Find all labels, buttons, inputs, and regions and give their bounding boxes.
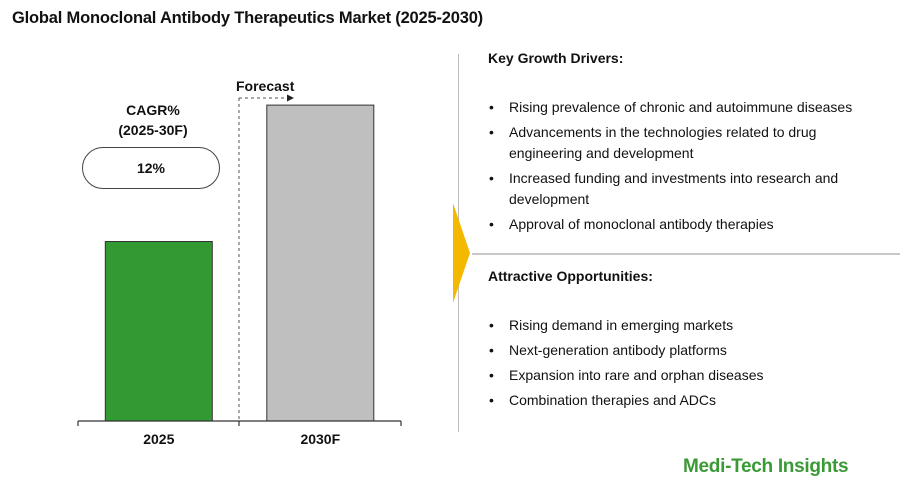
list-item: Approval of monoclonal antibody therapie… [488, 214, 888, 235]
forecast-arrow-head [287, 94, 294, 102]
x-tick-labels: 2025 2030F [143, 431, 340, 447]
drivers-heading: Key Growth Drivers: [488, 50, 624, 66]
bars-group [104, 104, 375, 422]
drivers-list: Rising prevalence of chronic and autoimm… [488, 97, 888, 239]
bar-2030f [266, 104, 375, 422]
cagr-value: 12% [136, 160, 166, 176]
x-tick-label-2025: 2025 [143, 431, 174, 447]
list-item: Advancements in the technologies related… [488, 122, 888, 164]
x-tick-label-2030f: 2030F [300, 431, 340, 447]
opportunities-heading: Attractive Opportunities: [488, 268, 653, 284]
opportunities-list: Rising demand in emerging markets Next-g… [488, 315, 888, 415]
cagr-value-badge: 12% [82, 147, 220, 189]
list-item: Combination therapies and ADCs [488, 390, 888, 411]
list-item: Rising demand in emerging markets [488, 315, 888, 336]
market-bar-chart: 2025 2030F [77, 94, 402, 447]
cagr-label: CAGR% (2025-30F) [84, 100, 222, 140]
list-item: Next-generation antibody platforms [488, 340, 888, 361]
pointer-arrow-icon [453, 203, 470, 303]
bar-2025 [104, 241, 213, 422]
cagr-title: CAGR% [126, 102, 180, 118]
page-title: Global Monoclonal Antibody Therapeutics … [12, 9, 483, 27]
forecast-label: Forecast [236, 78, 295, 94]
cagr-period: (2025-30F) [118, 122, 188, 138]
list-item: Rising prevalence of chronic and autoimm… [488, 97, 888, 118]
list-item: Expansion into rare and orphan diseases [488, 365, 888, 386]
list-item: Increased funding and investments into r… [488, 168, 888, 210]
section-divider [472, 253, 900, 255]
brand-logo: Medi-Tech Insights [683, 456, 849, 477]
